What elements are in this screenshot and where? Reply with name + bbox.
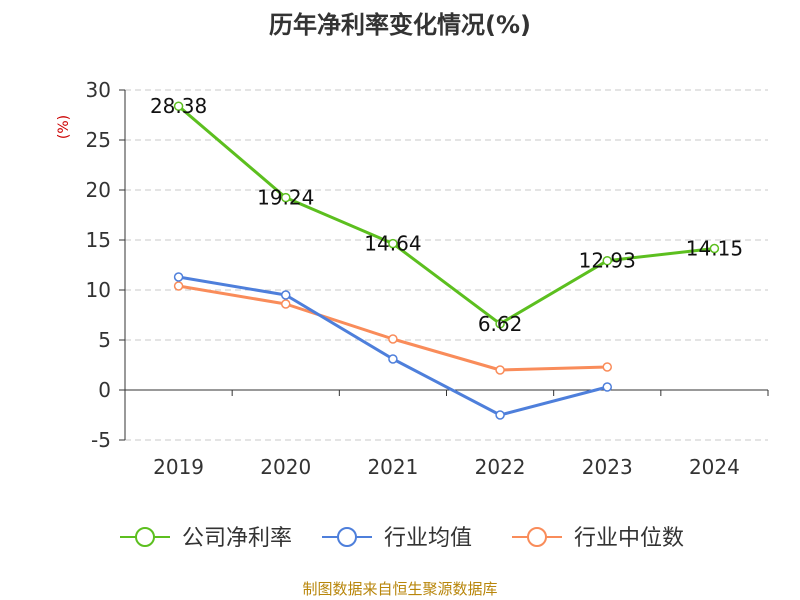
series-2 bbox=[173, 281, 612, 375]
x-tick-label: 2023 bbox=[582, 455, 633, 479]
legend-item[interactable]: 行业中位数 bbox=[512, 526, 684, 551]
legend[interactable]: 公司净利率 行业均值 行业中位数 bbox=[120, 526, 684, 551]
data-point[interactable] bbox=[388, 354, 398, 364]
data-label: 12.93 bbox=[579, 249, 636, 273]
data-point[interactable] bbox=[709, 243, 720, 254]
y-tick-label: 5 bbox=[98, 328, 111, 352]
data-point[interactable] bbox=[388, 238, 398, 249]
y-tick-label: 25 bbox=[86, 128, 111, 152]
series-layer: 28.38 19.24 14.64 6.62 12.93 14.15 bbox=[150, 94, 743, 420]
data-point[interactable] bbox=[173, 101, 184, 111]
legend-item[interactable]: 公司净利率 bbox=[120, 526, 292, 551]
data-point[interactable] bbox=[281, 290, 291, 300]
series-line bbox=[177, 105, 715, 326]
x-tick-label: 2019 bbox=[153, 455, 204, 479]
data-point[interactable] bbox=[495, 365, 505, 375]
x-tick-label: 2020 bbox=[260, 455, 311, 479]
data-point[interactable] bbox=[173, 272, 184, 282]
y-axis-unit: (%) bbox=[56, 115, 72, 139]
x-tick-label: 2021 bbox=[367, 455, 418, 479]
data-label: 19.24 bbox=[257, 186, 314, 210]
data-point[interactable] bbox=[602, 255, 612, 266]
data-point[interactable] bbox=[281, 192, 291, 203]
y-tick-label: -5 bbox=[91, 428, 111, 452]
data-source-note: 制图数据来自恒生聚源数据库 bbox=[302, 580, 497, 598]
data-point[interactable] bbox=[495, 319, 505, 329]
axes: 30 25 20 15 10 5 0 -5 2019 2020 2021 2022 2023 2024 bbox=[86, 78, 769, 479]
chart-title: 历年净利率变化情况(%) bbox=[269, 11, 531, 39]
data-point[interactable] bbox=[602, 362, 612, 372]
data-point[interactable] bbox=[173, 281, 184, 291]
x-tick-label: 2024 bbox=[689, 455, 740, 479]
data-point[interactable] bbox=[388, 334, 398, 344]
series-1 bbox=[173, 272, 612, 420]
data-label: 28.38 bbox=[150, 94, 207, 118]
series-0: 28.38 19.24 14.64 6.62 12.93 14.15 bbox=[150, 94, 743, 336]
x-tick-label: 2022 bbox=[475, 455, 526, 479]
legend-label: 公司净利率 bbox=[182, 526, 292, 551]
legend-marker-icon bbox=[135, 527, 155, 547]
data-label: 6.62 bbox=[478, 312, 523, 336]
legend-marker-icon bbox=[527, 527, 547, 547]
legend-label: 行业均值 bbox=[384, 526, 472, 551]
legend-label: 行业中位数 bbox=[574, 526, 684, 551]
legend-item[interactable]: 行业均值 bbox=[322, 526, 472, 551]
data-point[interactable] bbox=[281, 299, 291, 309]
data-point[interactable] bbox=[602, 382, 612, 392]
y-tick-label: 0 bbox=[98, 378, 111, 402]
y-tick-label: 10 bbox=[86, 278, 111, 302]
data-point[interactable] bbox=[495, 410, 505, 420]
data-label: 14.15 bbox=[686, 237, 743, 261]
legend-marker-icon bbox=[337, 527, 357, 547]
data-label: 14.64 bbox=[364, 232, 421, 256]
y-tick-label: 15 bbox=[86, 228, 111, 252]
y-tick-label: 30 bbox=[86, 78, 111, 102]
y-tick-label: 20 bbox=[86, 178, 111, 202]
